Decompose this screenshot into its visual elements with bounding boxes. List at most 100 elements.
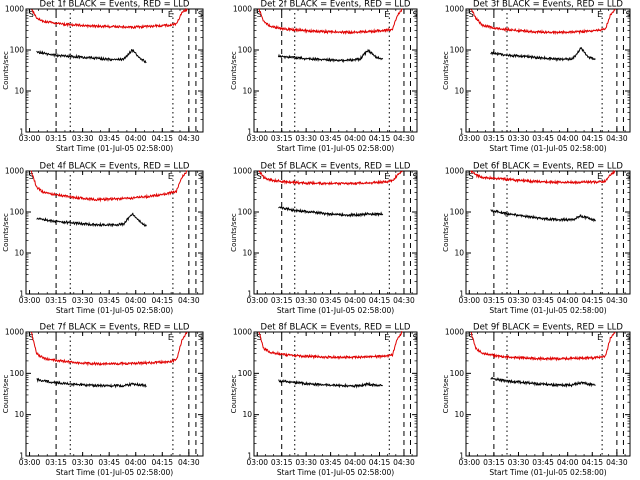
x-tick-label: 04:30 [178, 134, 200, 143]
lld-series-line [470, 331, 616, 362]
x-tick-label: 04:00 [125, 458, 147, 467]
x-tick-label: 03:00 [19, 134, 41, 143]
chart-title: Det 6f BLACK = Events, RED = LLD [473, 162, 623, 172]
time-marker: E [384, 333, 389, 342]
time-marker: E [168, 10, 173, 19]
chart-panel-7: Det 7f BLACK = Events, RED = LLD 1 10 100 10… [2, 323, 204, 477]
events-series-line [490, 46, 596, 62]
x-tick-label: 03:15 [45, 134, 67, 143]
lld-series-line [31, 7, 188, 30]
events-series-line [278, 379, 383, 389]
time-marker: S [625, 172, 630, 181]
x-tick-label: 04:15 [151, 134, 173, 143]
x-tick-label: 03:30 [295, 134, 317, 143]
y-tick-label: 1 [19, 128, 24, 137]
chart-title: Det 7f BLACK = Events, RED = LLD [40, 323, 190, 333]
time-marker: S [625, 333, 630, 342]
chart-title: Det 4f BLACK = Events, RED = LLD [40, 162, 190, 172]
y-tick-label: 1000 [445, 167, 464, 176]
x-tick-label: 04:30 [178, 296, 200, 305]
x-tick-label: 03:30 [72, 134, 94, 143]
y-tick-label: 1 [19, 290, 24, 299]
lld-series-line [30, 170, 188, 203]
x-tick-label: 04:30 [393, 458, 415, 467]
x-tick-label: 03:45 [98, 458, 120, 467]
plot-frame [253, 331, 418, 457]
events-series-line [36, 212, 147, 228]
y-tick-label: 100 [238, 46, 253, 55]
lld-series-line [258, 8, 403, 36]
x-tick-label: 04:00 [557, 134, 579, 143]
time-marker: S [257, 10, 262, 19]
chart-panel-8: Det 8f BLACK = Events, RED = LLD 1 10 100 10… [230, 323, 418, 478]
chart-title: Det 9f BLACK = Events, RED = LLD [473, 323, 623, 333]
plot-frame [465, 331, 631, 457]
plot-frame [25, 8, 204, 133]
chart-title: Det 3f BLACK = Events, RED = LLD [473, 0, 623, 10]
x-tick-label: 03:45 [532, 296, 554, 305]
x-tick-label: 03:00 [458, 296, 480, 305]
y-tick-label: 1 [459, 290, 464, 299]
y-tick-label: 1 [459, 452, 464, 461]
y-tick-label: 10 [14, 410, 24, 419]
time-marker: S [469, 10, 474, 19]
x-tick-label: 03:45 [320, 458, 342, 467]
x-tick-label: 03:00 [458, 458, 480, 467]
chart-panel-3: Det 3f BLACK = Events, RED = LLD 1 10 100 10… [442, 0, 631, 153]
x-axis-label: Start Time (01-Jul-05 02:58:00) [489, 144, 606, 153]
x-tick-label: 04:15 [369, 458, 391, 467]
y-axis-label: Counts/sec [2, 213, 10, 252]
x-axis-label: Start Time (01-Jul-05 02:58:00) [277, 144, 394, 153]
x-tick-label: 04:30 [178, 458, 200, 467]
events-series-line [36, 377, 147, 389]
events-series-line [490, 209, 596, 223]
y-axis-label: Counts/sec [230, 51, 238, 90]
time-marker: S [198, 10, 203, 19]
x-tick-label: 03:00 [246, 296, 268, 305]
x-tick-label: 03:30 [72, 296, 94, 305]
x-tick-label: 03:00 [19, 458, 41, 467]
y-axis-label: Counts/sec [230, 213, 238, 252]
x-tick-label: 03:15 [271, 134, 293, 143]
lld-series-line [258, 330, 403, 360]
x-tick-label: 03:00 [246, 458, 268, 467]
x-tick-label: 04:30 [393, 134, 415, 143]
x-tick-label: 03:30 [72, 458, 94, 467]
x-tick-label: 04:00 [344, 296, 366, 305]
y-tick-label: 100 [238, 369, 253, 378]
time-marker: S [412, 172, 417, 181]
x-tick-label: 04:00 [125, 134, 147, 143]
y-tick-label: 100 [450, 208, 465, 217]
chart-panel-4: Det 4f BLACK = Events, RED = LLD 1 10 100 10… [2, 162, 204, 315]
y-tick-label: 1000 [445, 328, 464, 337]
x-tick-label: 03:00 [19, 296, 41, 305]
y-tick-label: 1000 [233, 167, 252, 176]
x-tick-label: 03:30 [508, 296, 530, 305]
time-marker: E [384, 10, 389, 19]
x-tick-label: 04:15 [151, 458, 173, 467]
x-tick-label: 03:15 [483, 134, 505, 143]
x-tick-label: 04:15 [369, 296, 391, 305]
x-tick-label: 04:30 [606, 458, 628, 467]
y-tick-label: 10 [242, 249, 252, 258]
x-tick-label: 04:15 [369, 134, 391, 143]
x-axis-label: Start Time (01-Jul-05 02:58:00) [56, 468, 173, 477]
time-marker: S [469, 172, 474, 181]
y-tick-label: 100 [450, 369, 465, 378]
time-marker: S [257, 172, 262, 181]
plot-frame [25, 170, 204, 295]
time-marker: E [168, 172, 173, 181]
time-marker: S [29, 172, 34, 181]
y-axis-label: Counts/sec [442, 213, 450, 252]
chart-panel-2: Det 2f BLACK = Events, RED = LLD 1 10 100 10… [230, 0, 418, 153]
lld-series-line [258, 170, 403, 186]
y-axis-label: Counts/sec [2, 375, 10, 414]
y-tick-label: 1 [247, 452, 252, 461]
x-tick-label: 04:15 [581, 296, 603, 305]
lld-series-line [470, 169, 616, 186]
x-tick-label: 03:30 [508, 458, 530, 467]
x-tick-label: 03:15 [483, 296, 505, 305]
x-tick-label: 03:45 [320, 296, 342, 305]
y-tick-label: 100 [10, 208, 25, 217]
time-marker: S [412, 10, 417, 19]
